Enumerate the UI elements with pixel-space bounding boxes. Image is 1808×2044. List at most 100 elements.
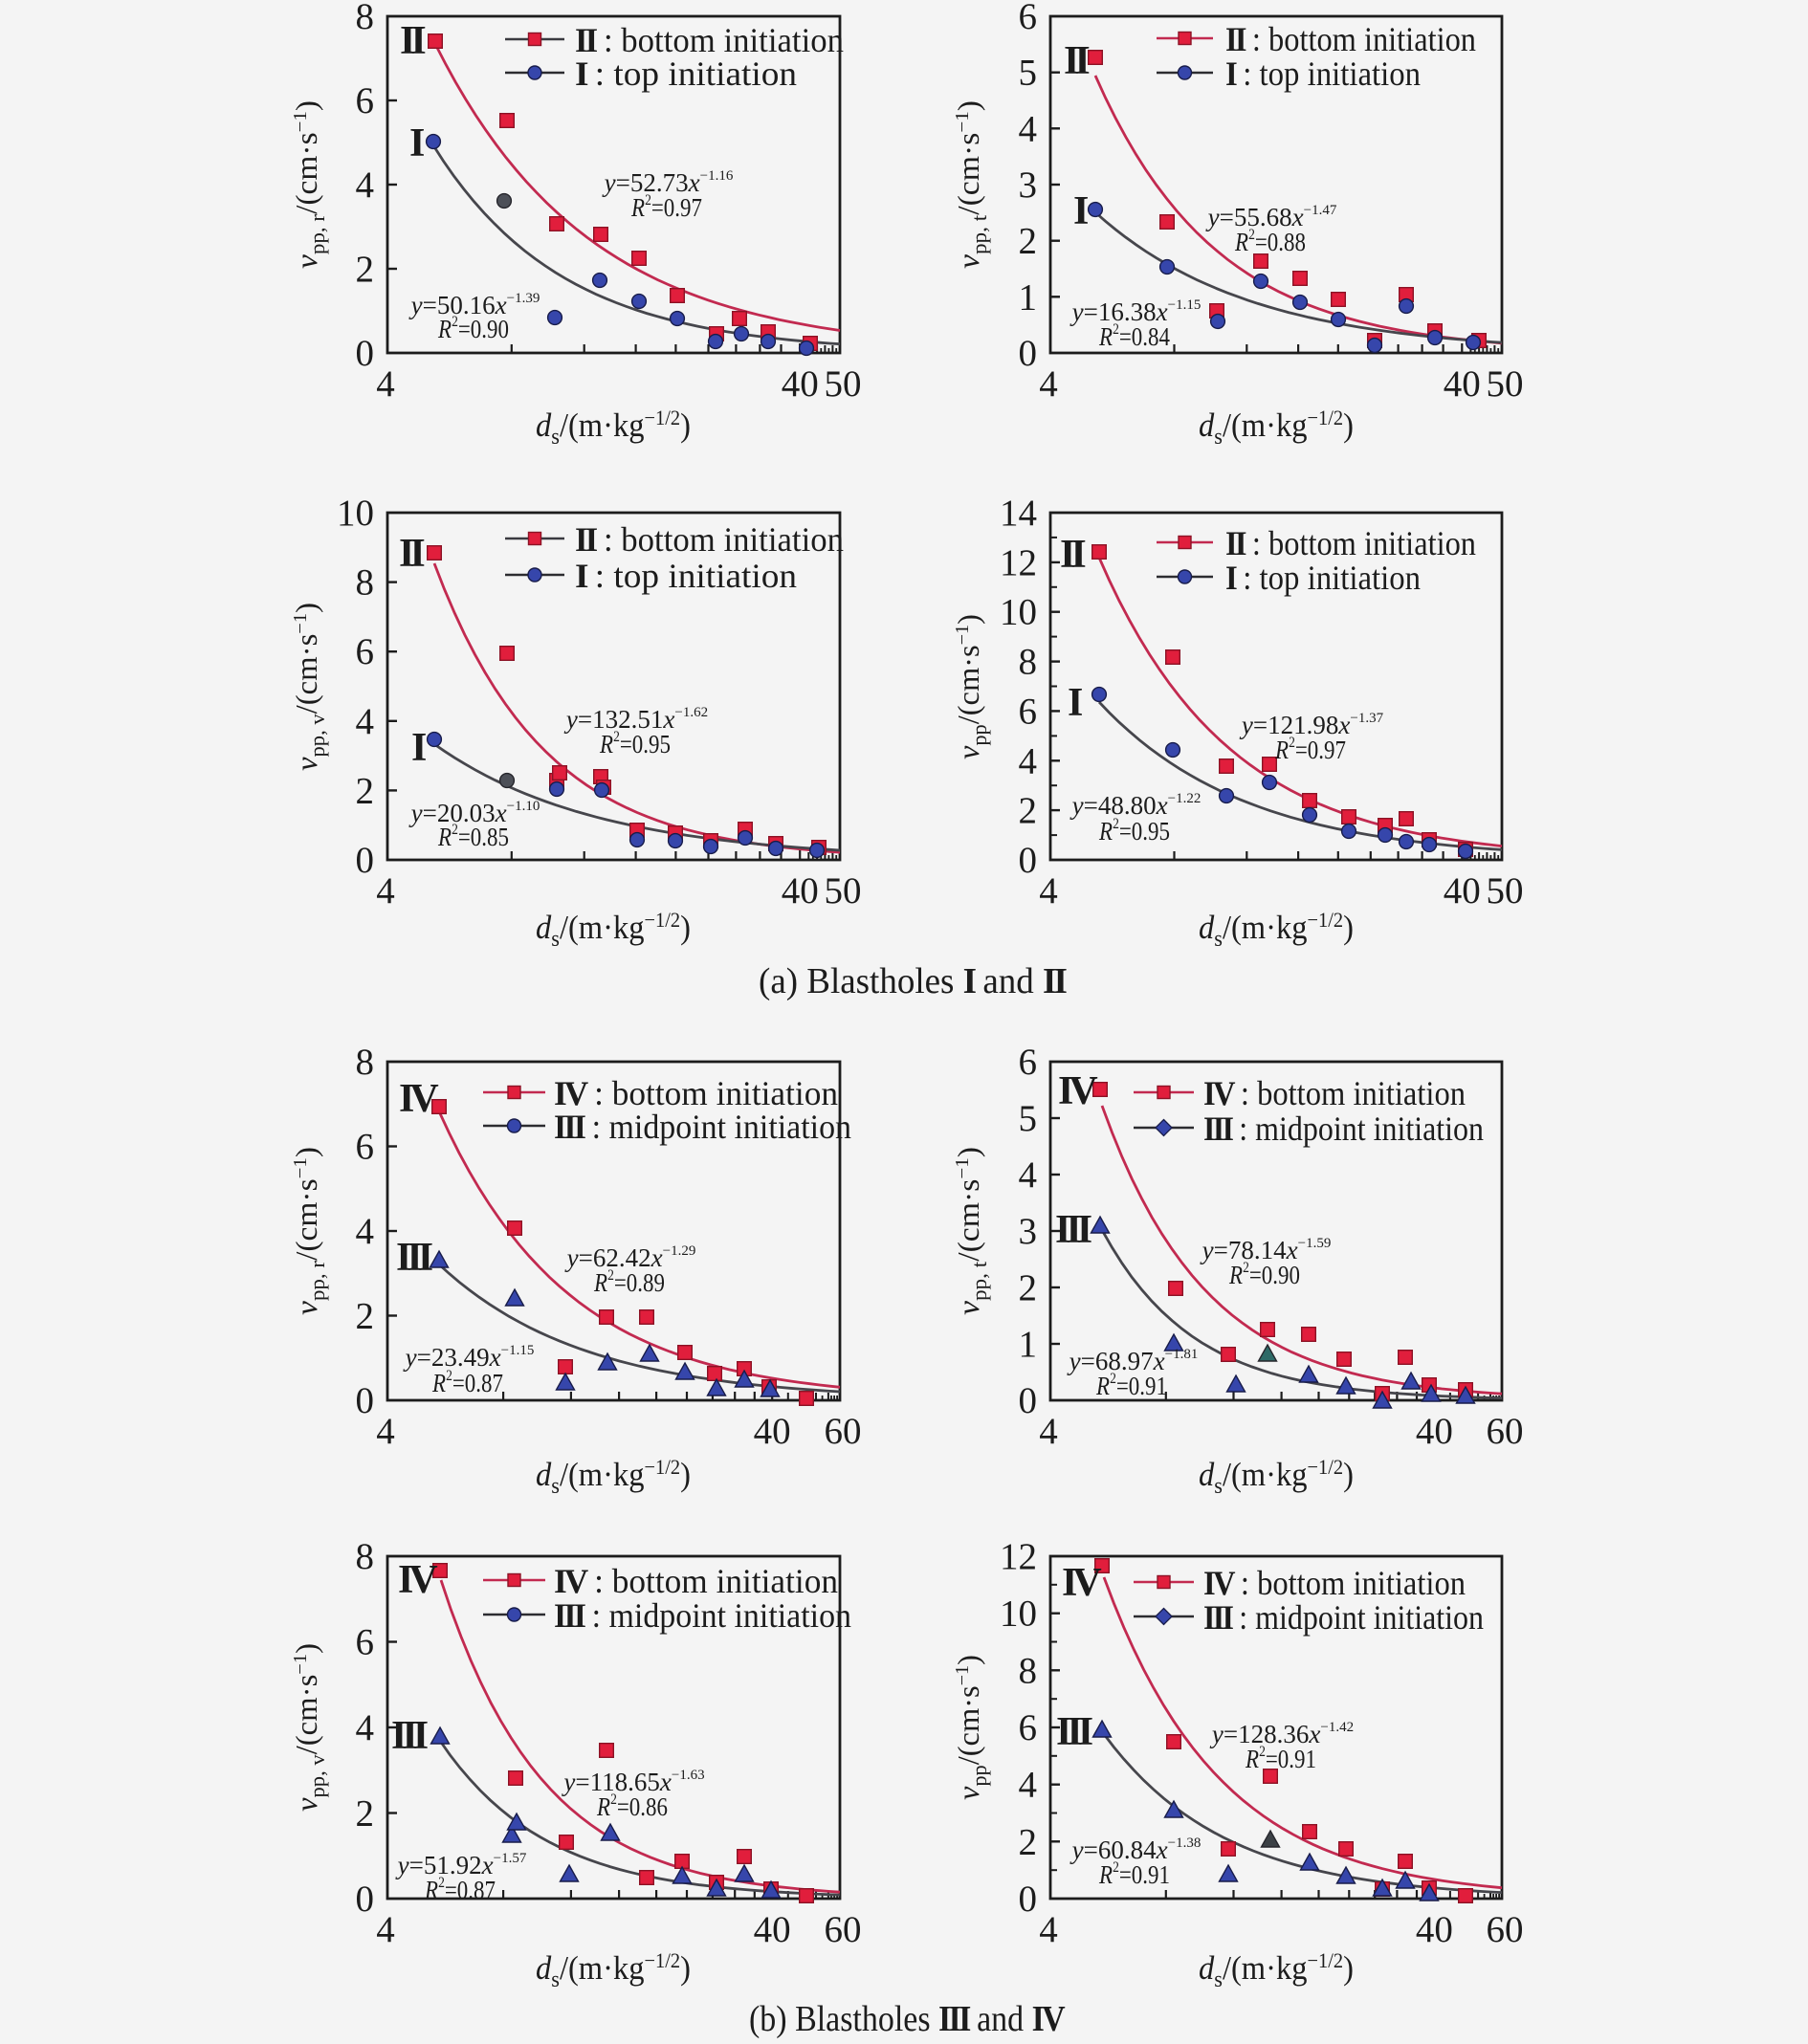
svg-text:0: 0 [356,1879,375,1920]
svg-text:40: 40 [754,1909,791,1950]
svg-text:4: 4 [1019,1154,1038,1196]
svg-text:R2=0.91: R2=0.91 [1095,1371,1167,1400]
svg-text:y=68.97x−1.81: y=68.97x−1.81 [1067,1347,1199,1375]
svg-text:2: 2 [356,1296,375,1337]
svg-text:(b) Blastholes III and IV: (b) Blastholes III and IV [749,1999,1066,2039]
svg-text:1: 1 [1019,1324,1038,1365]
svg-text:4: 4 [1019,1765,1038,1806]
svg-text:IV: IV [399,1077,438,1121]
svg-text:4: 4 [356,701,375,742]
svg-text:IV : bottom initiation: IV : bottom initiation [1203,1564,1466,1602]
svg-text:R2=0.90: R2=0.90 [1228,1260,1300,1289]
svg-text:0: 0 [1019,1879,1038,1920]
svg-text:12: 12 [1000,542,1037,583]
svg-text:10: 10 [337,493,374,534]
svg-text:y=50.16x−1.39: y=50.16x−1.39 [408,291,540,319]
svg-text:4: 4 [356,1211,375,1252]
svg-text:6: 6 [356,631,375,672]
svg-text:4: 4 [1019,108,1038,149]
svg-text:5: 5 [1019,1098,1038,1139]
svg-text:II: II [1060,533,1085,577]
svg-text:III: III [1056,1710,1092,1754]
svg-text:II : bottom initiation: II : bottom initiation [575,21,844,59]
svg-text:y=23.49x−1.15: y=23.49x−1.15 [403,1343,535,1372]
svg-text:4: 4 [356,165,375,206]
svg-text:4: 4 [376,1909,395,1950]
svg-text:y=132.51x−1.62: y=132.51x−1.62 [563,705,708,734]
svg-text:y=52.73x−1.16: y=52.73x−1.16 [602,168,734,197]
svg-text:40: 40 [1416,1909,1453,1950]
svg-text:6: 6 [1019,0,1038,37]
svg-text:4: 4 [376,870,395,912]
svg-text:ds/(m·kg−1/2): ds/(m·kg−1/2) [1199,1948,1354,1992]
svg-text:2: 2 [1019,1821,1038,1862]
svg-text:II: II [400,19,425,63]
svg-text:ds/(m·kg−1/2): ds/(m·kg−1/2) [1199,406,1354,450]
svg-text:IV: IV [1058,1069,1097,1113]
svg-text:III: III [396,1236,432,1280]
svg-text:y=55.68x−1.47: y=55.68x−1.47 [1205,203,1337,231]
svg-text:40: 40 [782,363,819,405]
svg-text:y=78.14x−1.59: y=78.14x−1.59 [1200,1236,1332,1264]
svg-text:R2=0.95: R2=0.95 [1098,816,1170,846]
svg-text:R2=0.89: R2=0.89 [593,1267,665,1297]
svg-text:IV : bottom initiation: IV : bottom initiation [554,1562,838,1600]
svg-text:60: 60 [1487,1909,1524,1950]
svg-text:8: 8 [356,1042,375,1083]
svg-text:50: 50 [825,363,862,405]
svg-text:0: 0 [1019,333,1038,374]
svg-text:(a) Blastholes I and II: (a) Blastholes I and II [759,961,1067,1001]
svg-text:vpp, t/(cm·s−1): vpp, t/(cm·s−1) [951,1147,991,1315]
svg-text:0: 0 [1019,840,1038,881]
svg-text:1: 1 [1019,276,1038,318]
svg-text:R2=0.95: R2=0.95 [599,729,671,758]
svg-text:10: 10 [1000,592,1037,633]
svg-text:III : midpoint initiation: III : midpoint initiation [1203,1598,1484,1637]
svg-text:ds/(m·kg−1/2): ds/(m·kg−1/2) [1199,1455,1354,1499]
svg-text:II : bottom initiation: II : bottom initiation [1225,20,1476,58]
svg-text:4: 4 [376,363,395,405]
svg-text:y=51.92x−1.57: y=51.92x−1.57 [395,1851,527,1879]
svg-text:ds/(m·kg−1/2): ds/(m·kg−1/2) [536,1948,691,1992]
svg-text:I : top initiation: I : top initiation [575,55,797,93]
svg-text:R2=0.97: R2=0.97 [630,192,702,222]
svg-text:3: 3 [1019,165,1038,206]
svg-text:R2=0.97: R2=0.97 [1274,735,1346,764]
svg-text:II: II [399,532,424,576]
svg-text:0: 0 [356,333,375,374]
svg-text:0: 0 [356,1380,375,1421]
svg-text:ds/(m·kg−1/2): ds/(m·kg−1/2) [536,1455,691,1499]
svg-text:IV: IV [1062,1561,1101,1605]
svg-text:R2=0.85: R2=0.85 [437,822,509,851]
svg-text:I : top initiation: I : top initiation [1225,55,1421,93]
svg-text:III : midpoint initiation: III : midpoint initiation [554,1596,851,1635]
svg-text:R2=0.91: R2=0.91 [1098,1859,1170,1889]
svg-text:vpp, r/(cm·s−1): vpp, r/(cm·s−1) [289,1147,329,1315]
svg-text:R2=0.91: R2=0.91 [1245,1744,1316,1773]
svg-text:2: 2 [1019,790,1038,831]
svg-text:4: 4 [1019,740,1038,781]
svg-text:vpp, v/(cm·s−1): vpp, v/(cm·s−1) [289,1643,329,1812]
svg-text:y=128.36x−1.42: y=128.36x−1.42 [1209,1720,1354,1748]
svg-text:2: 2 [356,1793,375,1835]
svg-text:6: 6 [356,1622,375,1663]
svg-text:y=121.98x−1.37: y=121.98x−1.37 [1239,711,1384,739]
svg-text:y=62.42x−1.29: y=62.42x−1.29 [564,1243,696,1272]
svg-text:vpp/(cm·s−1): vpp/(cm·s−1) [951,1655,991,1800]
svg-text:IV : bottom initiation: IV : bottom initiation [1203,1074,1466,1112]
svg-text:I : top initiation: I : top initiation [575,557,797,595]
svg-text:40: 40 [754,1411,791,1452]
svg-text:40: 40 [1444,363,1481,405]
svg-text:60: 60 [825,1411,862,1452]
svg-text:6: 6 [356,1127,375,1168]
svg-text:50: 50 [825,870,862,912]
svg-text:8: 8 [1019,642,1038,683]
svg-text:II : bottom initiation: II : bottom initiation [1225,524,1476,562]
svg-text:8: 8 [356,0,375,37]
svg-text:6: 6 [356,80,375,121]
svg-text:50: 50 [1487,870,1524,912]
svg-text:vpp/(cm·s−1): vpp/(cm·s−1) [951,614,991,759]
svg-text:4: 4 [1039,1909,1058,1950]
svg-text:IV : bottom initiation: IV : bottom initiation [554,1074,838,1112]
svg-text:8: 8 [356,562,375,604]
